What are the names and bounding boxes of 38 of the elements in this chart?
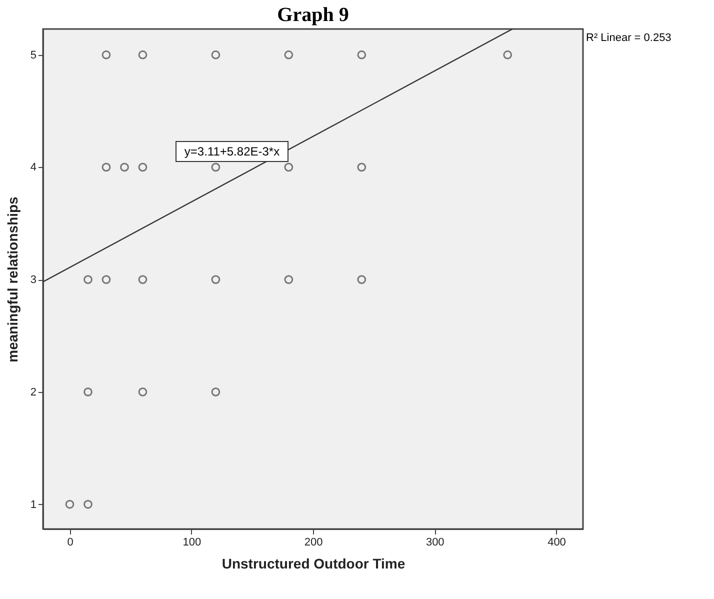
point	[138, 50, 148, 60]
point	[357, 50, 366, 60]
y-axis-title: meaningful relationships	[4, 196, 20, 362]
point	[102, 162, 111, 172]
x-tick-label: 0	[67, 536, 74, 548]
point	[138, 162, 148, 172]
point	[211, 387, 220, 396]
point	[503, 50, 512, 60]
point	[211, 162, 220, 172]
point	[357, 275, 366, 284]
x-axis-title: Unstructured Outdoor Time	[222, 556, 406, 572]
y-tick-label: 1	[30, 498, 36, 511]
point	[102, 50, 111, 60]
point	[84, 275, 92, 284]
point	[357, 162, 366, 172]
point	[284, 275, 294, 284]
text: R² Linear = 0.253	[586, 32, 672, 44]
point	[138, 275, 148, 284]
point	[284, 162, 294, 172]
annotation: y=3.11+5.82E-3*x	[184, 144, 280, 158]
point	[102, 275, 111, 284]
y-tick-label: 5	[30, 49, 36, 62]
y-tick-label: 3	[30, 274, 36, 286]
point	[138, 387, 148, 396]
point	[211, 50, 220, 60]
point	[284, 50, 294, 60]
point	[84, 387, 92, 396]
y-tick-label: 2	[30, 386, 36, 398]
x-tick-label: 200	[304, 536, 323, 548]
chart-title: Graph 9	[277, 4, 349, 26]
x-tick-label: 400	[548, 536, 566, 548]
point	[65, 500, 74, 509]
point	[120, 162, 129, 172]
y-tick-label: 4	[30, 162, 36, 174]
point	[211, 275, 220, 284]
point	[84, 500, 92, 509]
x-tick-label: 100	[182, 536, 202, 548]
x-tick-label: 300	[426, 536, 444, 548]
